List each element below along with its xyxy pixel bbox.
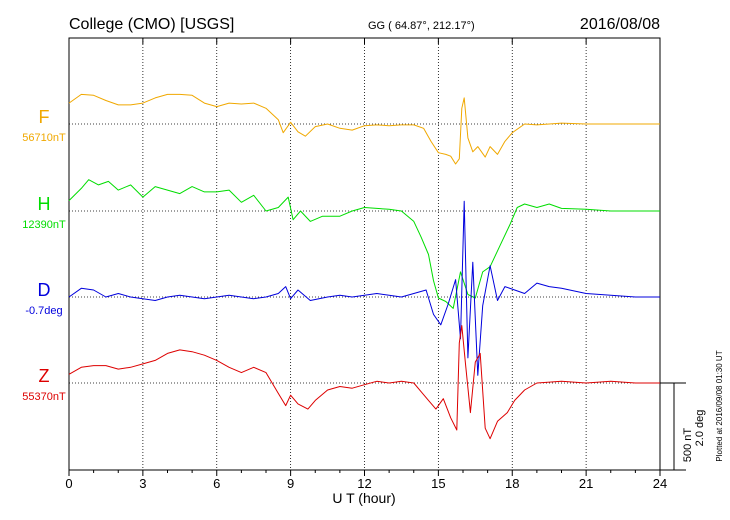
series-line-h bbox=[68, 179, 660, 309]
x-tick-label: 3 bbox=[139, 476, 146, 491]
series-name-z: Z bbox=[39, 366, 50, 386]
x-tick-label: 18 bbox=[505, 476, 519, 491]
plot-date: 2016/08/08 bbox=[580, 16, 660, 33]
x-tick-label: 0 bbox=[65, 476, 72, 491]
series-line-f bbox=[68, 93, 660, 165]
x-tick-label: 15 bbox=[431, 476, 445, 491]
x-tick-label: 6 bbox=[213, 476, 220, 491]
series-name-d: D bbox=[38, 280, 51, 300]
x-axis-title: U T (hour) bbox=[332, 490, 395, 506]
series-name-f: F bbox=[39, 107, 50, 127]
station-title: College (CMO) [USGS] bbox=[69, 16, 234, 33]
series-line-z bbox=[68, 325, 660, 440]
series-baseline-z: 55370nT bbox=[22, 391, 66, 403]
series-label-layer: F 56710nT H 12390nT D -0.7deg Z 55370nT bbox=[22, 107, 66, 403]
x-tick-label: 24 bbox=[653, 476, 667, 491]
series-line-d bbox=[68, 200, 660, 376]
plotted-at-label: Plotted at 2016/09/08 01:30 UT bbox=[715, 350, 724, 461]
series-baseline-d: -0.7deg bbox=[25, 305, 62, 317]
series-baseline-f: 56710nT bbox=[22, 132, 66, 144]
x-tick-label: 21 bbox=[579, 476, 593, 491]
station-coordinates: GG ( 64.87°, 212.17°) bbox=[368, 20, 475, 32]
x-axis: 0 3 6 9 12 15 18 21 24 bbox=[65, 38, 667, 491]
series-baseline-h: 12390nT bbox=[22, 219, 66, 231]
x-tick-label: 12 bbox=[357, 476, 371, 491]
series-name-h: H bbox=[38, 194, 51, 214]
scale-bar: 500 nT 2.0 deg bbox=[660, 382, 706, 471]
x-tick-label: 9 bbox=[287, 476, 294, 491]
baseline-layer bbox=[69, 123, 660, 384]
scale-bar-nt-label: 500 nT bbox=[682, 428, 694, 463]
grid-layer bbox=[142, 38, 587, 470]
scale-bar-deg-label: 2.0 deg bbox=[694, 410, 706, 447]
series-layer bbox=[68, 93, 660, 440]
